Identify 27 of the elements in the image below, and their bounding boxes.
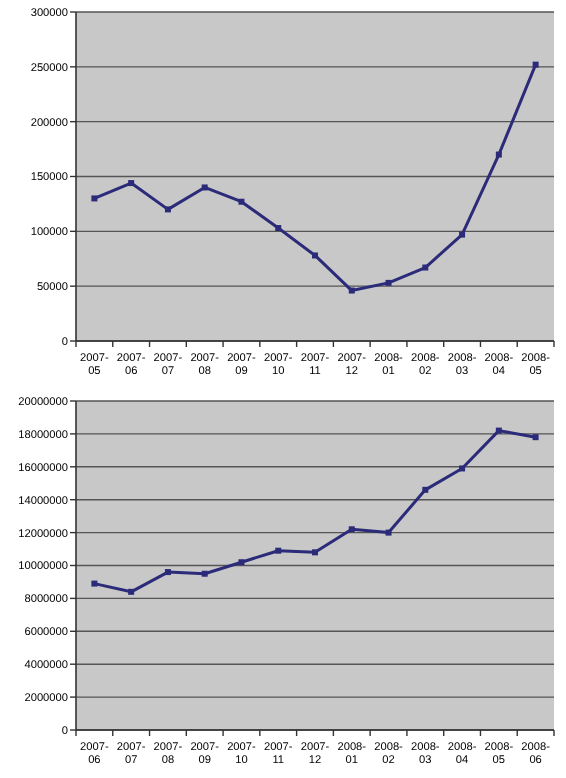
line-series — [91, 427, 539, 595]
point — [348, 287, 355, 294]
point — [275, 547, 282, 554]
point — [238, 198, 245, 205]
point — [459, 231, 466, 238]
point — [312, 252, 318, 259]
point — [385, 529, 392, 536]
point — [532, 61, 539, 68]
point — [495, 427, 502, 434]
point — [201, 184, 208, 191]
point — [164, 206, 171, 213]
point — [385, 279, 392, 286]
point — [128, 588, 135, 595]
point — [422, 486, 429, 493]
point — [238, 559, 245, 566]
point — [91, 195, 98, 202]
point — [422, 264, 429, 271]
point — [495, 151, 502, 158]
point — [201, 570, 208, 577]
point — [312, 549, 318, 556]
point — [128, 180, 135, 187]
point — [348, 526, 355, 533]
point — [164, 569, 171, 576]
point — [91, 580, 98, 587]
point — [532, 434, 539, 441]
point — [459, 465, 466, 472]
point — [275, 225, 282, 232]
